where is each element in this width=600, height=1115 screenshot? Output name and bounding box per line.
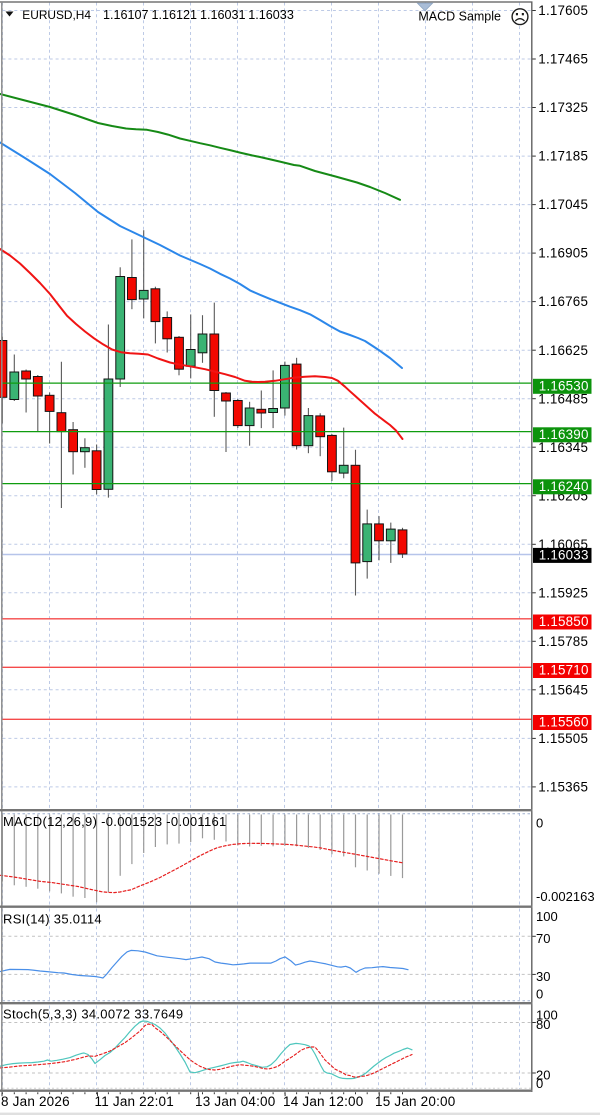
svg-text:-0.002163: -0.002163 (536, 889, 595, 904)
svg-text:1.15560: 1.15560 (539, 715, 589, 730)
svg-text:1.16240: 1.16240 (539, 479, 589, 494)
svg-text:100: 100 (536, 909, 558, 924)
svg-text:1.15365: 1.15365 (538, 780, 588, 795)
svg-text:Stoch(5,3,3) 34.0072 33.7649: Stoch(5,3,3) 34.0072 33.7649 (3, 1006, 183, 1021)
svg-text:1.16345: 1.16345 (538, 440, 588, 455)
svg-text:1.16905: 1.16905 (538, 246, 588, 261)
svg-text:1.17605: 1.17605 (538, 3, 588, 18)
svg-text:1.16390: 1.16390 (539, 427, 589, 442)
svg-text:0: 0 (536, 1076, 543, 1091)
svg-text:1.15785: 1.15785 (538, 634, 588, 649)
svg-text:15 Jan 20:00: 15 Jan 20:00 (375, 1094, 455, 1109)
svg-text:1.16107: 1.16107 (103, 8, 149, 22)
svg-text:1.16530: 1.16530 (539, 379, 589, 394)
svg-text:1.16033: 1.16033 (539, 548, 589, 563)
svg-text:1.16031: 1.16031 (200, 8, 246, 22)
svg-text:1.16485: 1.16485 (538, 391, 588, 406)
svg-text:80: 80 (536, 1017, 550, 1032)
svg-text:70: 70 (536, 931, 550, 946)
svg-text:1.16033: 1.16033 (248, 8, 294, 22)
svg-text:11 Jan 22:01: 11 Jan 22:01 (95, 1094, 174, 1109)
svg-text:1.17465: 1.17465 (538, 52, 588, 67)
svg-text:13 Jan 04:00: 13 Jan 04:00 (195, 1094, 275, 1109)
svg-text:1.16765: 1.16765 (538, 294, 588, 309)
svg-text:1.15925: 1.15925 (538, 585, 588, 600)
svg-text:1.17045: 1.17045 (538, 197, 588, 212)
svg-text:8 Jan 2026: 8 Jan 2026 (1, 1094, 70, 1109)
svg-text:14 Jan 12:00: 14 Jan 12:00 (283, 1094, 363, 1109)
svg-text:0: 0 (536, 815, 543, 830)
svg-text:1.15645: 1.15645 (538, 682, 588, 697)
svg-text:RSI(14) 35.0114: RSI(14) 35.0114 (3, 911, 102, 926)
svg-text:20: 20 (536, 1067, 550, 1082)
svg-text:1.15850: 1.15850 (539, 614, 589, 629)
svg-text:1.15505: 1.15505 (538, 731, 588, 746)
svg-text:1.15710: 1.15710 (539, 663, 589, 678)
svg-text:100: 100 (536, 1007, 558, 1022)
svg-text:30: 30 (536, 969, 550, 984)
svg-text:EURUSD,H4: EURUSD,H4 (22, 8, 91, 22)
svg-text:1.16625: 1.16625 (538, 343, 588, 358)
svg-text:MACD(12,26,9) -0.001523 -0.001: MACD(12,26,9) -0.001523 -0.001161 (3, 814, 227, 829)
svg-text:1.17185: 1.17185 (538, 149, 588, 164)
svg-text:0: 0 (536, 986, 543, 1001)
svg-text:1.17325: 1.17325 (538, 100, 588, 115)
svg-text:MACD Sample: MACD Sample (418, 10, 501, 24)
svg-text:1.16121: 1.16121 (152, 8, 198, 22)
